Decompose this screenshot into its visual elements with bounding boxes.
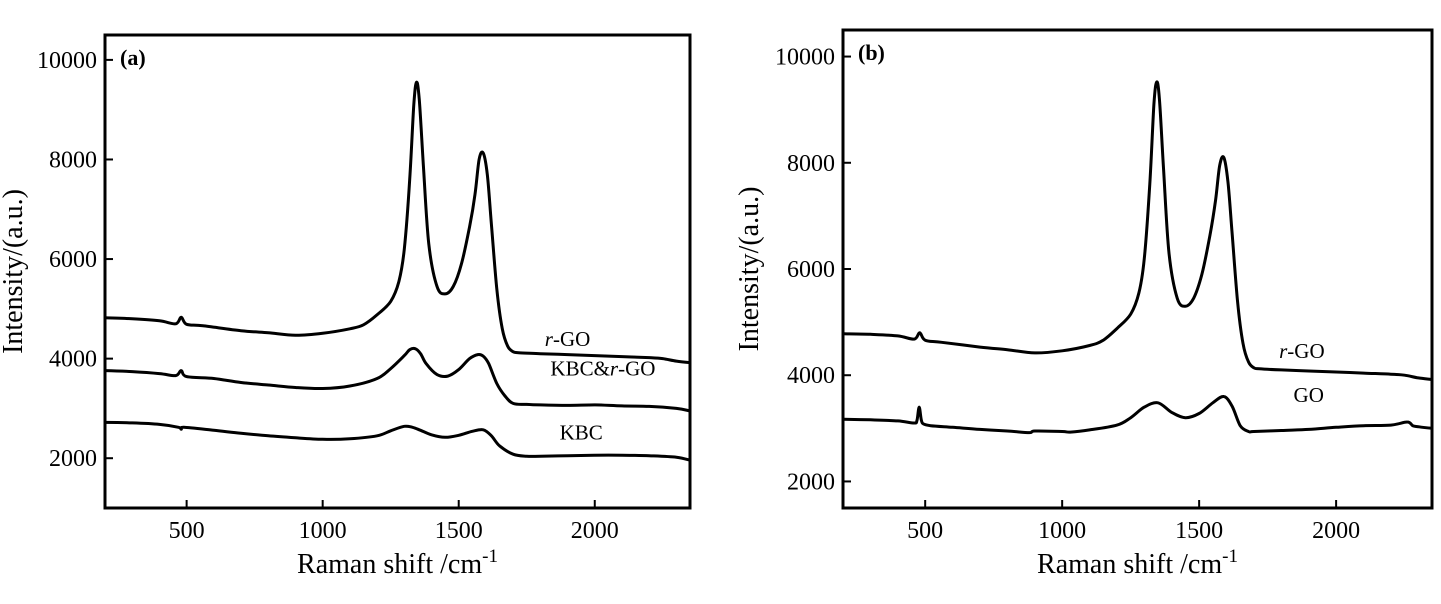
panel-a-x-tick-label-1000: 1000 — [299, 518, 347, 544]
panel-a-x-axis-title: Raman shift /cm-1 — [297, 546, 498, 580]
panel-b-x-tick-label-1500: 1500 — [1175, 518, 1223, 544]
panel-a-series-label-rgo: r-GO — [545, 327, 591, 351]
panel-b-series-go-line — [841, 394, 1434, 435]
panel-b-y-tick-label-6000: 6000 — [787, 257, 835, 283]
panel-a-series-label-kbc-rgo: KBC&r-GO — [550, 357, 655, 381]
panel-a-y-tick-label-6000: 6000 — [49, 247, 97, 273]
panel-a-y-tick-label-8000: 8000 — [49, 147, 97, 173]
panel-a: r-GO KBC&r-GO KBC 500 1000 1500 2000 2000 4000 60… — [0, 33, 692, 580]
panel-a-plot-frame — [103, 33, 692, 510]
panel-b-series-label-go: GO — [1294, 383, 1324, 407]
panel-b-y-tick-label-10000: 10000 — [775, 45, 835, 71]
panel-b-plot-frame — [841, 28, 1434, 510]
panel-a-series-kbc-line — [103, 420, 692, 462]
panel-b-x-tick-label-2000: 2000 — [1312, 518, 1360, 544]
panel-b-y-tick-label-4000: 4000 — [787, 363, 835, 389]
panel-b-y-tick-label-8000: 8000 — [787, 151, 835, 177]
panel-b-x-tick-label-500: 500 — [907, 518, 943, 544]
panel-b-label: (b) — [858, 40, 885, 65]
panel-a-y-tick-label-4000: 4000 — [49, 347, 97, 373]
panel-b-series-rgo-line — [841, 80, 1434, 381]
panel-a-label: (a) — [120, 45, 146, 70]
panel-b-y-tick-label-2000: 2000 — [787, 469, 835, 495]
panel-a-y-tick-label-2000: 2000 — [49, 446, 97, 472]
panel-a-y-axis-title: Intensity/(a.u.) — [0, 189, 29, 354]
panel-a-series-kbc-rgo-line — [103, 346, 692, 413]
panel-a-series-label-kbc: KBC — [560, 420, 603, 444]
panel-a-x-tick-label-1500: 1500 — [435, 518, 483, 544]
panel-a-series-rgo-line — [103, 80, 692, 365]
panel-b-y-axis-title: Intensity/(a.u.) — [734, 187, 765, 352]
panel-b-x-axis-title: Raman shift /cm-1 — [1037, 546, 1238, 580]
panel-a-x-tick-label-2000: 2000 — [571, 518, 619, 544]
panel-a-y-tick-label-10000: 10000 — [37, 48, 97, 74]
panel-b-x-tick-label-1000: 1000 — [1038, 518, 1086, 544]
panel-b-series-label-rgo: r-GO — [1279, 339, 1325, 363]
panel-b: r-GO GO 500 1000 1500 2000 2000 4000 6000 8000 100… — [734, 28, 1434, 580]
panel-a-x-tick-label-500: 500 — [169, 518, 205, 544]
